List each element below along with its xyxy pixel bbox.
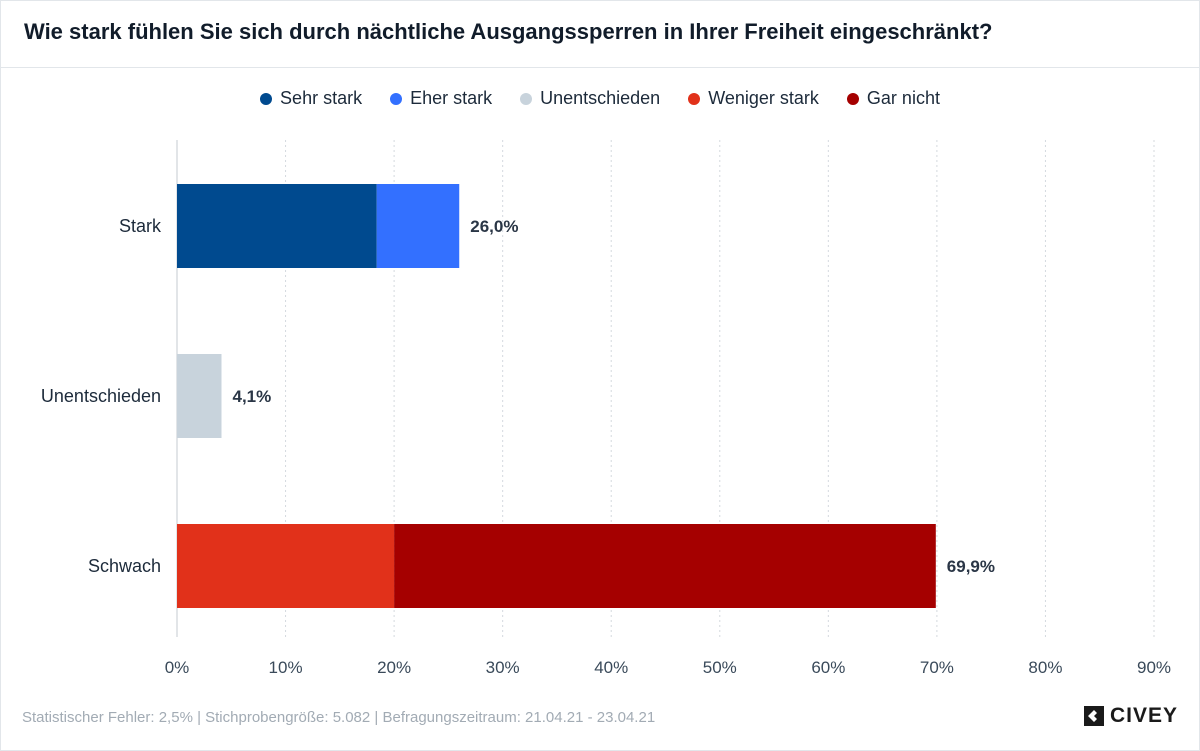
labels: 0% 10% 20% 30% 40% 50% 60% 70% 80% 90% Stark 26,0% U… (41, 216, 1171, 677)
legend-item-eher-stark[interactable]: Eher stark (390, 88, 492, 109)
x-tick-label: 60% (811, 658, 845, 677)
data-label: 69,9% (947, 557, 995, 576)
bar-segment (394, 524, 936, 608)
legend-label: Unentschieden (540, 88, 661, 108)
bar-segment (376, 184, 460, 268)
y-category-label: Schwach (88, 556, 161, 576)
civey-logo[interactable]: CIVEY (1083, 704, 1178, 728)
x-tick-label: 30% (486, 658, 520, 677)
bars (177, 184, 936, 608)
legend-dot-icon (260, 92, 273, 105)
legend-label: Gar nicht (866, 88, 940, 108)
bar-segment (177, 354, 222, 438)
x-tick-label: 50% (703, 658, 737, 677)
x-tick-label: 90% (1137, 658, 1171, 677)
legend-dot-icon (390, 92, 403, 105)
x-tick-label: 0% (165, 658, 190, 677)
legend: Sehr stark Eher stark Unentschieden Weni… (0, 88, 1200, 109)
legend-item-sehr-stark[interactable]: Sehr stark (260, 88, 362, 109)
footer-note: Statistischer Fehler: 2,5% | Stichproben… (22, 709, 656, 726)
x-tick-label: 20% (377, 658, 411, 677)
x-tick-label: 40% (594, 658, 628, 677)
legend-item-gar-nicht[interactable]: Gar nicht (846, 88, 940, 109)
legend-label: Eher stark (410, 88, 493, 108)
bar-segment (177, 184, 377, 268)
x-tick-label: 80% (1028, 658, 1062, 677)
data-label: 26,0% (470, 217, 518, 236)
x-tick-label: 70% (920, 658, 954, 677)
title-divider (0, 67, 1200, 68)
bar-segment (177, 524, 395, 608)
civey-logo-icon (1083, 706, 1104, 726)
legend-label: Sehr stark (280, 88, 363, 108)
y-category-label: Unentschieden (41, 386, 161, 406)
chart-title: Wie stark fühlen Sie sich durch nächtlic… (24, 19, 993, 44)
legend-item-unentschieden[interactable]: Unentschieden (520, 88, 660, 109)
legend-label: Weniger stark (708, 88, 819, 108)
legend-dot-icon (846, 92, 859, 105)
legend-item-weniger-stark[interactable]: Weniger stark (688, 88, 819, 109)
y-category-label: Stark (119, 216, 162, 236)
logo-text: CIVEY (1109, 704, 1178, 727)
legend-dot-icon (688, 92, 701, 105)
x-tick-label: 10% (269, 658, 303, 677)
data-label: 4,1% (233, 387, 272, 406)
legend-dot-icon (520, 92, 533, 105)
